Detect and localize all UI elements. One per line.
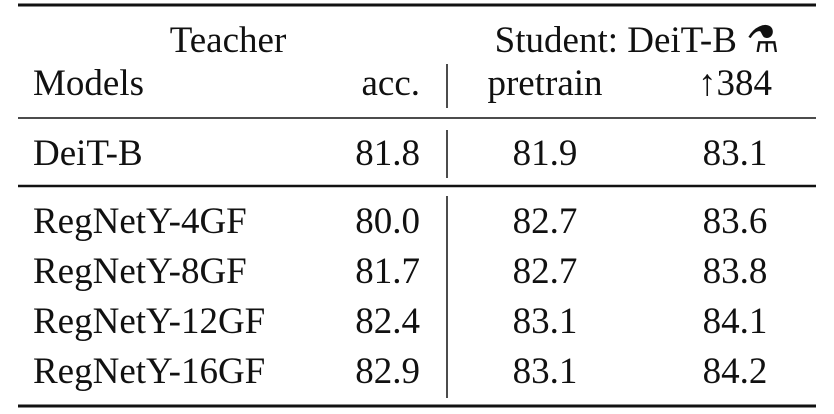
teacher-acc: 81.8 [355, 133, 420, 174]
group-header: Student: DeiT-B ⚗ [495, 20, 780, 61]
teacher-acc: 81.7 [355, 251, 420, 292]
student-384: 84.1 [703, 301, 768, 342]
group-header: Teacher [170, 20, 287, 61]
teacher-acc: 80.0 [355, 201, 420, 242]
column-header: Models [33, 63, 144, 104]
model-name: RegNetY-12GF [33, 301, 265, 342]
student-pretrain: 81.9 [513, 133, 578, 174]
student-pretrain: 82.7 [513, 251, 578, 292]
teacher-acc: 82.4 [355, 301, 420, 342]
model-name: RegNetY-8GF [33, 251, 247, 292]
student-pretrain: 83.1 [513, 351, 578, 392]
model-name: RegNetY-16GF [33, 351, 265, 392]
student-pretrain: 82.7 [513, 201, 578, 242]
column-header: pretrain [487, 63, 602, 104]
model-name: RegNetY-4GF [33, 201, 247, 242]
column-header: acc. [361, 63, 420, 104]
student-384: 83.8 [703, 251, 768, 292]
teacher-acc: 82.9 [355, 351, 420, 392]
table-body: DeiT-B 81.8 81.9 83.1 RegNetY-4GF 80.0 82.7 83.… [33, 133, 767, 392]
student-384: 83.6 [703, 201, 768, 242]
model-name: DeiT-B [33, 133, 143, 174]
column-header: ↑384 [698, 63, 772, 104]
student-384: 84.2 [703, 351, 768, 392]
student-384: 83.1 [703, 133, 768, 174]
student-pretrain: 83.1 [513, 301, 578, 342]
